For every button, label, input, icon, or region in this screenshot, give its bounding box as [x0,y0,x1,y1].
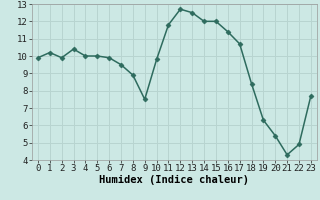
X-axis label: Humidex (Indice chaleur): Humidex (Indice chaleur) [100,175,249,185]
